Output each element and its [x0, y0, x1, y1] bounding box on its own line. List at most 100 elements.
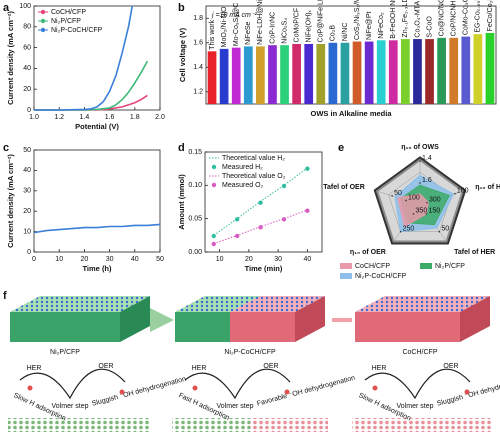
bar	[304, 43, 314, 104]
plot-frame	[205, 5, 497, 105]
y-tick-label: 0	[27, 107, 31, 114]
bar-label: NiFe-LDH@NiCoP	[257, 0, 264, 45]
y-tick-label: 50	[23, 147, 31, 154]
slab-front	[230, 312, 295, 342]
radar-tick-label: 50	[394, 190, 402, 197]
plot-frame	[204, 151, 323, 253]
radar-tick	[419, 182, 421, 184]
material-label: CoCH/CFP	[402, 349, 437, 356]
x-tick-label: 1.8	[130, 114, 140, 121]
legend-swatch	[340, 273, 352, 279]
x-tick-label: 0	[32, 256, 36, 263]
y-tick-label: 40	[23, 65, 31, 72]
bar	[425, 39, 434, 105]
bar	[280, 45, 289, 104]
y-tick-label: 80	[23, 24, 31, 31]
bar-label: CoS₂/Ni₃S₂/MoS₂/NSG	[354, 0, 361, 40]
bar	[413, 39, 422, 105]
material-label: Ni₂P/CFP	[50, 349, 80, 356]
bar	[219, 48, 229, 104]
her-label: HER	[27, 365, 42, 372]
legend-marker	[211, 182, 217, 188]
radar-tick	[419, 160, 421, 162]
bar-label: S-CoO	[426, 16, 433, 38]
x-tick-label: 1.6	[105, 114, 115, 121]
y-tick-label: 0.15	[188, 149, 202, 156]
legend-label: Theoretical value H₂	[222, 155, 285, 162]
y-tick-label: 20	[23, 208, 31, 215]
legend-label: Ni₂P/CFP	[51, 18, 81, 25]
step-label: Volmer step	[217, 403, 254, 410]
y-tick-label: 1.2	[193, 89, 203, 96]
marker	[258, 200, 263, 205]
x-tick-label: 40	[303, 256, 311, 263]
bar-label: EG-Co₀.₈₅Se/NiFe LDH	[475, 0, 482, 33]
bar-label: NiFe@Pt	[366, 11, 373, 40]
bar-label: NiFeSe	[245, 21, 252, 44]
radar-tick	[426, 201, 428, 204]
radar-ring	[377, 160, 463, 241]
radar-tick-label: 300	[429, 197, 441, 204]
bar-label: Co@NC/NGC-800	[438, 0, 445, 36]
x-tick-label: 10	[55, 256, 63, 263]
y-tick-label: 100	[19, 3, 31, 10]
bar	[437, 37, 446, 104]
bar	[243, 46, 253, 104]
slab-dots	[355, 296, 490, 312]
x-axis-label: OWS in Alkaline media	[311, 109, 393, 118]
bar-label: MoO₂/Ni-NiO	[221, 6, 228, 47]
bar-label: NiCo₂S₄	[281, 18, 288, 44]
radar-area	[397, 193, 429, 228]
radar-tick-label: 50	[441, 226, 449, 233]
y-tick-label: 1.6	[193, 40, 203, 47]
molecule	[119, 389, 125, 395]
radar-tick	[399, 230, 402, 233]
step-label: Volmer step	[397, 403, 434, 410]
radar-tick-label: 1.4	[422, 155, 432, 162]
slab-side	[120, 296, 150, 342]
y-tick-label: 30	[23, 188, 31, 195]
her-label: HER	[372, 365, 387, 372]
substrates	[8, 418, 492, 432]
radar-tick-label: 1.6	[422, 177, 432, 184]
marker	[305, 208, 310, 213]
bar-label: Co₃O₄-MTA	[414, 1, 421, 38]
bar	[485, 32, 495, 105]
bar-label: This work	[209, 19, 216, 49]
slab-front	[175, 312, 230, 342]
oer-label: OER	[443, 363, 458, 370]
bar	[256, 46, 265, 104]
legend-swatch	[420, 263, 432, 269]
bar-label: NiFe(OH)ₓ	[306, 10, 313, 43]
y-tick-label: 0.05	[188, 216, 202, 223]
legend-label: Measured H₂	[222, 164, 263, 171]
material-label: Ni₂P-CoCH/CFP	[224, 349, 276, 356]
panel-label: d	[178, 142, 185, 154]
energy-curve	[184, 368, 291, 400]
bar	[340, 42, 350, 104]
oer-note: Favorable ⁻OH dehydrogenation	[256, 375, 356, 408]
legend-label: Ni₂P-CoCH/CFP	[355, 273, 407, 280]
bar	[352, 41, 362, 104]
legend-label: Ni₂P/CFP	[435, 263, 465, 270]
series-line	[34, 60, 149, 111]
bar-label: Co₂B	[330, 25, 337, 42]
energy-curve	[19, 368, 126, 400]
marker	[305, 166, 310, 171]
marker	[281, 183, 287, 189]
radar-tick	[438, 230, 441, 233]
radar-tick	[391, 195, 393, 197]
bar	[364, 41, 374, 104]
marker	[234, 233, 240, 239]
bar	[328, 42, 338, 104]
radar-axis-label: η₁₀ of HER	[475, 184, 500, 191]
legend-label: CoCH/CFP	[51, 9, 86, 16]
series-line	[34, 5, 134, 111]
x-tick-label: 20	[81, 256, 89, 263]
step-label: Volmer step	[52, 403, 89, 410]
x-tick-label: 10	[216, 256, 224, 263]
radar-tick-label: 350	[416, 208, 428, 215]
y-tick-label: 1.4	[193, 64, 203, 71]
y-axis-label: Current density (mA cm⁻²)	[6, 11, 15, 105]
marker	[211, 241, 216, 247]
